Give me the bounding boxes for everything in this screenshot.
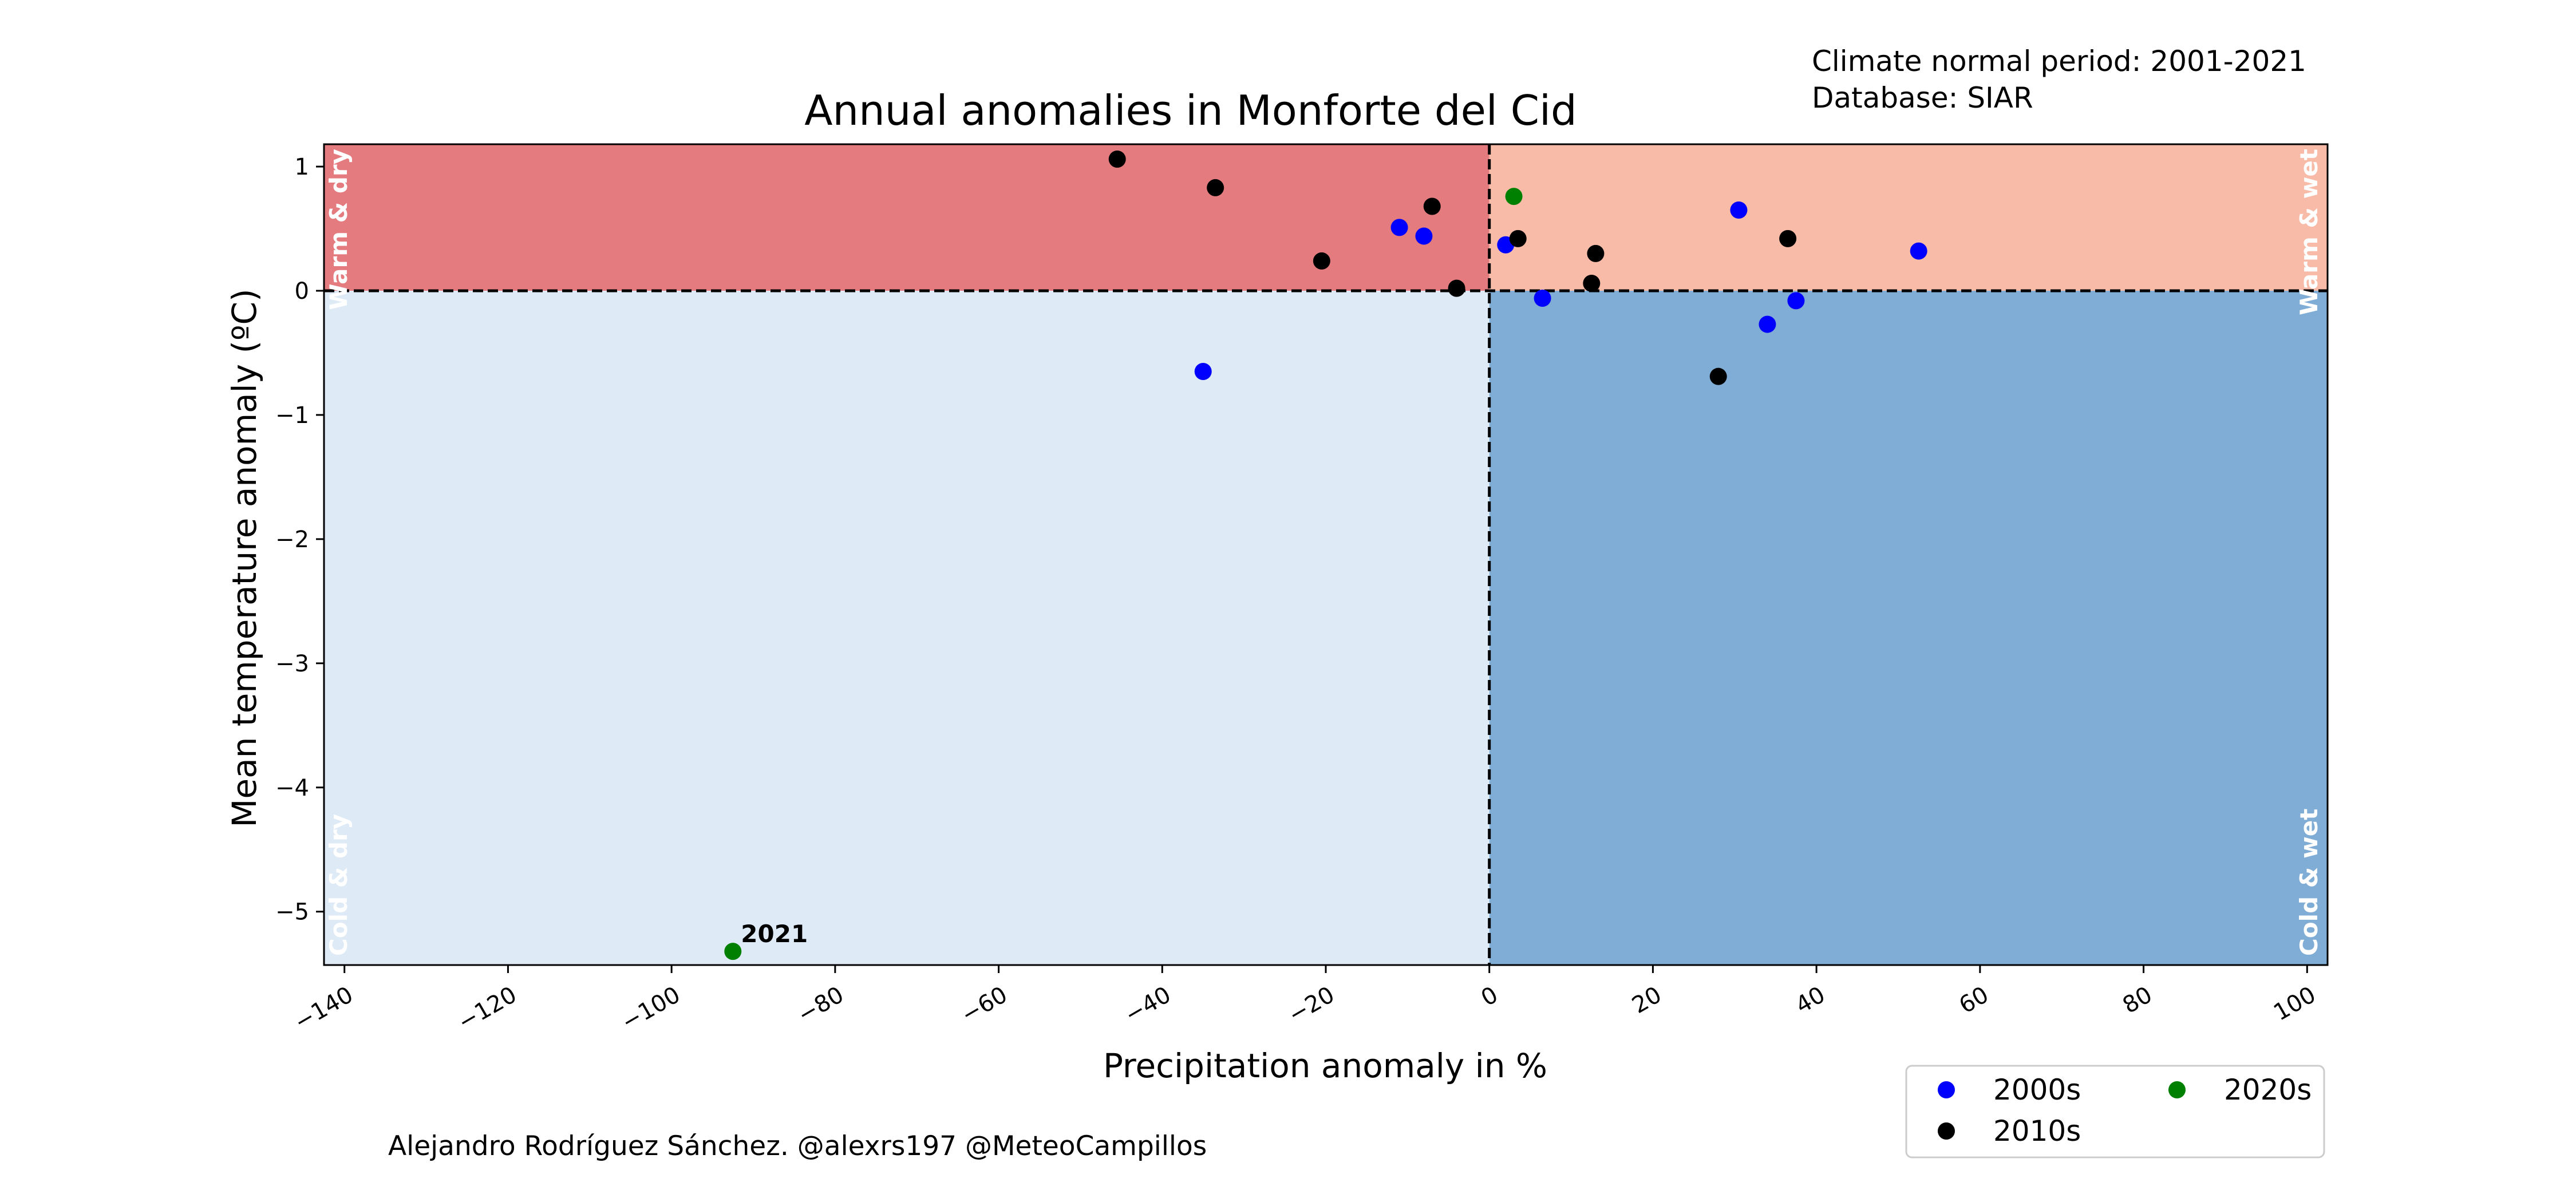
- x-tick-label: −40: [1120, 982, 1175, 1029]
- legend-marker-2020s: [2168, 1081, 2186, 1098]
- data-point-2000s: [1910, 242, 1927, 260]
- quadrant-warm-dry: [324, 144, 1490, 291]
- normal-period-note: Climate normal period: 2001-2021: [1812, 45, 2306, 78]
- data-point-2000s: [1390, 219, 1408, 236]
- data-point-2000s: [1759, 315, 1776, 333]
- x-tick-label: −100: [617, 982, 685, 1036]
- y-tick-label: 1: [295, 154, 309, 180]
- y-axis-ticks: 1 0 −1 −2 −3 −4 −5: [275, 154, 324, 926]
- x-axis-ticks: −140 −120 −100 −80 −60 −40 −20 0 20 40 60 80 100: [290, 965, 2320, 1036]
- legend-marker-2010s: [1938, 1122, 1955, 1140]
- zero-lines: [324, 144, 2328, 965]
- x-tick-label: 40: [1791, 982, 1830, 1019]
- x-tick-label: 80: [2118, 982, 2156, 1019]
- chart-title: Annual anomalies in Monforte del Cid: [804, 86, 1577, 135]
- legend-label-2000s: 2000s: [1993, 1073, 2081, 1106]
- quadrant-label-warm-wet: Warm & wet: [2295, 149, 2323, 315]
- legend-label-2020s: 2020s: [2224, 1073, 2312, 1106]
- data-point-2000s: [1787, 292, 1805, 310]
- data-points: [724, 151, 1927, 960]
- data-point-2010s: [1108, 151, 1126, 168]
- data-point-2000s: [1415, 227, 1433, 245]
- legend-box: [1905, 1065, 2325, 1158]
- y-tick-label: −4: [275, 775, 309, 801]
- data-point-2010s: [1583, 274, 1601, 292]
- legend: 2000s 2010s 2020s: [1905, 1065, 2325, 1158]
- data-label: 2021: [741, 920, 808, 948]
- data-point-2010s: [1779, 230, 1797, 247]
- x-tick-label: 60: [1955, 982, 1993, 1019]
- author-credit: Alejandro Rodríguez Sánchez. @alexrs197 …: [388, 1130, 1207, 1162]
- data-point-2010s: [1509, 230, 1527, 247]
- x-tick-label: −60: [957, 982, 1012, 1029]
- legend-marker-2000s: [1938, 1081, 1955, 1098]
- data-point-2010s: [1448, 279, 1465, 297]
- data-point-2010s: [1587, 244, 1605, 262]
- quadrant-label-cold-dry: Cold & dry: [325, 814, 353, 956]
- quadrant-label-cold-wet: Cold & wet: [2295, 809, 2323, 956]
- data-point-2010s: [1207, 179, 1224, 196]
- quadrants: [324, 144, 2328, 966]
- quadrant-cold-dry: [324, 290, 1490, 966]
- data-point-2000s: [1534, 290, 1551, 307]
- x-tick-label: −20: [1284, 982, 1339, 1029]
- x-axis-label: Precipitation anomaly in %: [1103, 1046, 1547, 1085]
- data-point-2020s: [724, 943, 742, 960]
- x-tick-label: −140: [290, 982, 358, 1036]
- y-tick-label: −5: [275, 899, 309, 926]
- x-tick-label: −120: [453, 982, 521, 1036]
- data-point-2020s: [1505, 188, 1523, 205]
- point-labels: 2021: [741, 920, 808, 948]
- quadrant-warm-wet: [1489, 144, 2328, 291]
- x-tick-label: 0: [1477, 982, 1503, 1012]
- y-tick-label: −3: [275, 651, 309, 677]
- database-note: Database: SIAR: [1812, 81, 2033, 114]
- y-tick-label: −2: [275, 527, 309, 553]
- x-tick-label: −80: [793, 982, 848, 1029]
- x-tick-label: 100: [2269, 982, 2320, 1026]
- y-tick-label: 0: [295, 278, 309, 305]
- data-point-2010s: [1313, 252, 1330, 270]
- quadrant-cold-wet: [1489, 290, 2328, 966]
- data-point-2010s: [1709, 367, 1727, 385]
- y-axis-label: Mean temperature anomaly (ºC): [225, 288, 264, 827]
- data-point-2000s: [1730, 201, 1748, 219]
- x-tick-label: 20: [1627, 982, 1666, 1019]
- quadrant-label-warm-dry: Warm & dry: [325, 149, 353, 310]
- quadrant-labels: Warm & dry Warm & wet Cold & dry Cold & wet: [325, 149, 2323, 956]
- data-point-2010s: [1423, 197, 1441, 215]
- legend-label-2010s: 2010s: [1993, 1114, 2081, 1148]
- y-tick-label: −1: [275, 402, 309, 429]
- data-point-2000s: [1194, 363, 1212, 381]
